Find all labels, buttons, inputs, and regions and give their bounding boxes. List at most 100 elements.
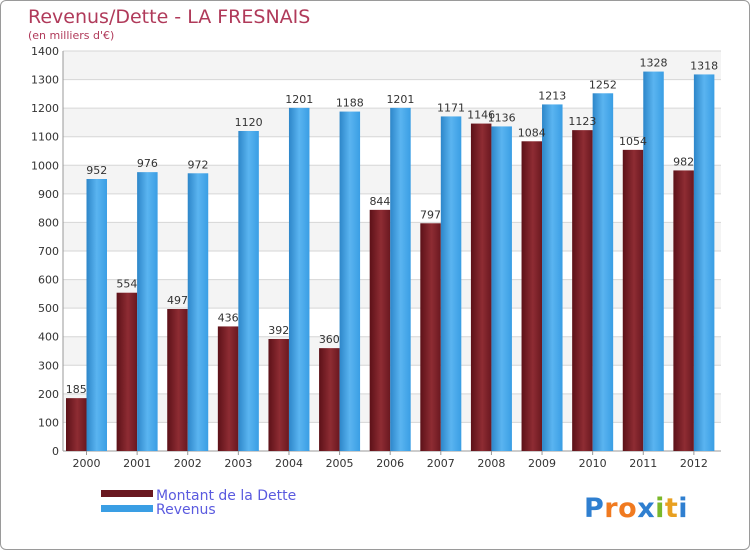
- logo-text: Proxiti: [584, 493, 688, 524]
- data-label: 185: [66, 383, 87, 396]
- logo-letter: t: [665, 493, 678, 524]
- y-tick-label: 700: [38, 245, 59, 258]
- logo-letter: i: [678, 493, 687, 524]
- x-tick-label: 2010: [579, 457, 607, 470]
- x-tick-label: 2012: [680, 457, 708, 470]
- bar-revenus: [592, 93, 614, 452]
- legend: Montant de la Dette Revenus: [101, 488, 296, 518]
- data-label: 1201: [285, 93, 313, 106]
- logo-letter: r: [604, 493, 618, 524]
- bars: [66, 71, 715, 452]
- x-tick-label: 2007: [427, 457, 455, 470]
- x-tick-label: 2009: [528, 457, 556, 470]
- bar-revenus: [643, 71, 664, 452]
- bar-revenus: [440, 116, 462, 451]
- legend-label-revenus: Revenus: [156, 502, 216, 518]
- data-label: 1054: [619, 135, 647, 148]
- y-tick-label: 800: [38, 216, 59, 229]
- bar-dette: [167, 309, 188, 451]
- data-label: 1328: [640, 57, 668, 70]
- legend-swatch-revenus: [101, 505, 153, 512]
- bar-dette: [622, 149, 644, 451]
- data-label: 1213: [538, 89, 566, 102]
- data-label: 497: [167, 294, 188, 307]
- x-tick-label: 2002: [174, 457, 202, 470]
- bar-dette: [673, 170, 694, 451]
- bar-revenus: [491, 126, 512, 451]
- data-label: 972: [187, 158, 208, 171]
- data-label: 1318: [690, 59, 718, 72]
- data-label: 982: [673, 155, 694, 168]
- bar-revenus: [86, 179, 107, 451]
- y-tick-label: 500: [38, 302, 59, 315]
- bar-revenus: [238, 131, 259, 451]
- logo-letter: x: [637, 493, 654, 524]
- y-tick-label: 600: [38, 274, 59, 287]
- y-tick-label: 300: [38, 359, 59, 372]
- data-label: 1146: [467, 109, 495, 122]
- y-tick-label: 1000: [31, 159, 59, 172]
- chart-subtitle: (en milliers d'€): [28, 29, 114, 42]
- bar-dette: [369, 209, 391, 451]
- bar-revenus: [187, 173, 209, 452]
- data-label: 1201: [386, 93, 414, 106]
- y-tick-label: 200: [38, 388, 59, 401]
- x-axis: 2000 2001 2002 2003 2004 2005 2006 2007 2008 2009…: [73, 451, 708, 470]
- y-tick-label: 400: [38, 331, 59, 344]
- x-tick-label: 2003: [224, 457, 252, 470]
- bar-dette: [66, 398, 87, 451]
- y-tick-label: 0: [52, 445, 59, 458]
- data-label: 392: [268, 324, 289, 337]
- x-tick-label: 2001: [123, 457, 151, 470]
- bar-revenus: [339, 111, 361, 452]
- bar-revenus: [390, 107, 411, 451]
- y-tick-label: 900: [38, 188, 59, 201]
- bar-dette: [116, 292, 138, 451]
- y-tick-label: 1200: [31, 102, 59, 115]
- data-label: 1188: [336, 97, 364, 110]
- bar-dette: [319, 348, 340, 451]
- logo-letter: P: [584, 493, 604, 524]
- proxiti-logo: Proxiti: [584, 493, 688, 524]
- bar-dette: [470, 123, 492, 452]
- x-tick-label: 2004: [275, 457, 303, 470]
- bar-dette: [521, 141, 543, 452]
- bar-dette: [572, 130, 593, 451]
- data-label: 436: [218, 311, 239, 324]
- data-label: 797: [420, 208, 441, 221]
- legend-label-dette: Montant de la Dette: [156, 488, 296, 504]
- data-label: 1136: [488, 111, 516, 124]
- y-tick-label: 1300: [31, 74, 59, 87]
- data-label: 554: [116, 278, 137, 291]
- x-tick-label: 2011: [629, 457, 657, 470]
- legend-swatch-dette: [101, 490, 153, 497]
- chart-title: Revenus/Dette - LA FRESNAIS: [28, 6, 310, 28]
- x-tick-label: 2000: [73, 457, 101, 470]
- data-label: 1084: [518, 126, 546, 139]
- bar-dette: [217, 326, 239, 451]
- bar-revenus: [542, 104, 563, 451]
- grid-band: [63, 51, 721, 80]
- bar-revenus: [137, 172, 158, 451]
- data-label: 976: [137, 157, 158, 170]
- data-label: 360: [319, 333, 340, 346]
- x-tick-label: 2008: [477, 457, 505, 470]
- y-tick-label: 1400: [31, 45, 59, 58]
- data-label: 1120: [235, 116, 263, 129]
- data-label: 952: [86, 164, 107, 177]
- logo-letter: o: [618, 493, 637, 524]
- bar-dette: [268, 339, 289, 451]
- data-label: 1171: [437, 101, 465, 114]
- bar-dette: [420, 223, 441, 451]
- x-tick-label: 2005: [326, 457, 354, 470]
- data-labels: 185 952 554 976 497 972 436 1120 392 1201 360 1188 8…: [66, 57, 718, 397]
- y-tick-label: 100: [38, 416, 59, 429]
- data-label: 1252: [589, 78, 617, 91]
- logo-letter: i: [655, 493, 664, 524]
- data-label: 844: [369, 195, 390, 208]
- y-tick-label: 1100: [31, 131, 59, 144]
- data-label: 1123: [568, 115, 596, 128]
- x-tick-label: 2006: [376, 457, 404, 470]
